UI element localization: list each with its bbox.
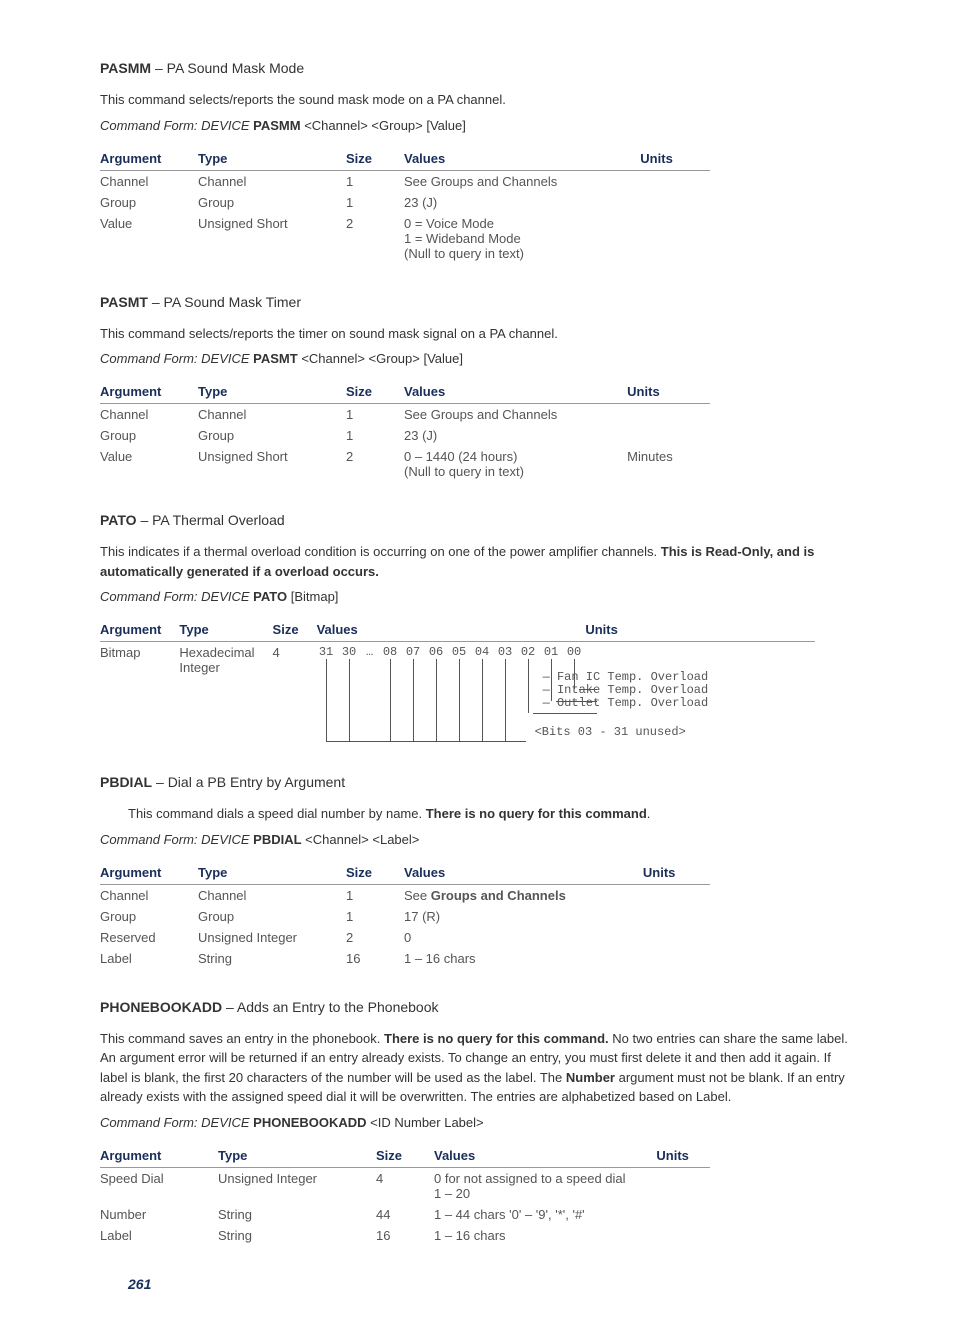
desc: This command selects/reports the timer o… <box>100 324 854 344</box>
table-pasmt: Argument Type Size Values Units ChannelC… <box>100 380 710 482</box>
section-phonebookadd: PHONEBOOKADD – Adds an Entry to the Phon… <box>100 999 854 1246</box>
table-row: LabelString161 – 16 chars <box>100 1225 710 1246</box>
section-pasmm: PASMM – PA Sound Mask Mode This command … <box>100 60 854 264</box>
table-header-row: Argument Type Size Values Units <box>100 618 815 642</box>
form-label: Command Form: <box>100 118 201 133</box>
section-pato: PATO – PA Thermal Overload This indicate… <box>100 512 854 744</box>
th-size: Size <box>346 147 404 171</box>
bitmap-diagram: 31 30 … 08 07 06 05 04 03 02 01 00 <box>317 645 797 741</box>
section-pbdial: PBDIAL – Dial a PB Entry by Argument Thi… <box>100 774 854 969</box>
table-row: ReservedUnsigned Integer20 <box>100 927 710 948</box>
table-row: GroupGroup123 (J) <box>100 425 710 446</box>
table-row: NumberString441 – 44 chars '0' – '9', '*… <box>100 1204 710 1225</box>
th-units: Units <box>640 147 710 171</box>
table-row: GroupGroup123 (J) <box>100 192 710 213</box>
command-form: Command Form: DEVICE PASMM <Channel> <Gr… <box>100 118 854 133</box>
th-type: Type <box>198 147 346 171</box>
bitmap-unused: <Bits 03 - 31 unused> <box>535 725 686 739</box>
table-pato: Argument Type Size Values Units Bitmap H… <box>100 618 815 744</box>
th-values: Values <box>404 147 640 171</box>
table-header-row: Argument Type Size Values Units <box>100 861 710 885</box>
table-phonebookadd: Argument Type Size Values Units Speed Di… <box>100 1144 710 1246</box>
title-phonebookadd: PHONEBOOKADD – Adds an Entry to the Phon… <box>100 999 854 1015</box>
th-argument: Argument <box>100 147 198 171</box>
form-cmd: PASMM <box>253 118 300 133</box>
table-row: ChannelChannel1See Groups and Channels <box>100 170 710 192</box>
page-number: 261 <box>128 1276 854 1292</box>
bitmap-annotations: — Fan IC Temp. Overload — Intake Temp. O… <box>543 663 709 710</box>
command-form: Command Form: DEVICE PASMT <Channel> <Gr… <box>100 351 854 366</box>
command-form: Command Form: DEVICE PATO [Bitmap] <box>100 589 854 604</box>
section-pasmt: PASMT – PA Sound Mask Timer This command… <box>100 294 854 483</box>
title-pasmt: PASMT – PA Sound Mask Timer <box>100 294 854 310</box>
table-pbdial: Argument Type Size Values Units ChannelC… <box>100 861 710 969</box>
desc: This command selects/reports the sound m… <box>100 90 854 110</box>
table-header-row: Argument Type Size Values Units <box>100 1144 710 1168</box>
command-form: Command Form: DEVICE PBDIAL <Channel> <L… <box>100 832 854 847</box>
desc: This indicates if a thermal overload con… <box>100 542 854 581</box>
table-row: LabelString161 – 16 chars <box>100 948 710 969</box>
table-row: ChannelChannel1See Groups and Channels <box>100 884 710 906</box>
table-header-row: Argument Type Size Values Units <box>100 147 710 171</box>
cmd-name: PASMM <box>100 60 151 76</box>
table-row: ValueUnsigned Short20 = Voice Mode 1 = W… <box>100 213 710 264</box>
form-device: DEVICE <box>201 118 253 133</box>
cmd-subtitle: – PA Sound Mask Mode <box>151 60 304 76</box>
table-row: ChannelChannel1See Groups and Channels <box>100 404 710 426</box>
table-row: Bitmap Hexadecimal Integer 4 31 30 … 08 … <box>100 642 815 745</box>
table-row: GroupGroup117 (R) <box>100 906 710 927</box>
title-pasmm: PASMM – PA Sound Mask Mode <box>100 60 854 76</box>
table-pasmm: Argument Type Size Values Units ChannelC… <box>100 147 710 264</box>
table-row: ValueUnsigned Short20 – 1440 (24 hours) … <box>100 446 710 482</box>
cmd-name: PASMT <box>100 294 148 310</box>
table-header-row: Argument Type Size Values Units <box>100 380 710 404</box>
title-pato: PATO – PA Thermal Overload <box>100 512 854 528</box>
command-form: Command Form: DEVICE PHONEBOOKADD <ID Nu… <box>100 1115 854 1130</box>
cmd-subtitle: – PA Sound Mask Timer <box>148 294 301 310</box>
title-pbdial: PBDIAL – Dial a PB Entry by Argument <box>100 774 854 790</box>
desc: This command saves an entry in the phone… <box>100 1029 854 1107</box>
desc: This command dials a speed dial number b… <box>128 804 854 824</box>
form-args: <Channel> <Group> [Value] <box>301 118 466 133</box>
table-row: Speed DialUnsigned Integer40 for not ass… <box>100 1167 710 1204</box>
